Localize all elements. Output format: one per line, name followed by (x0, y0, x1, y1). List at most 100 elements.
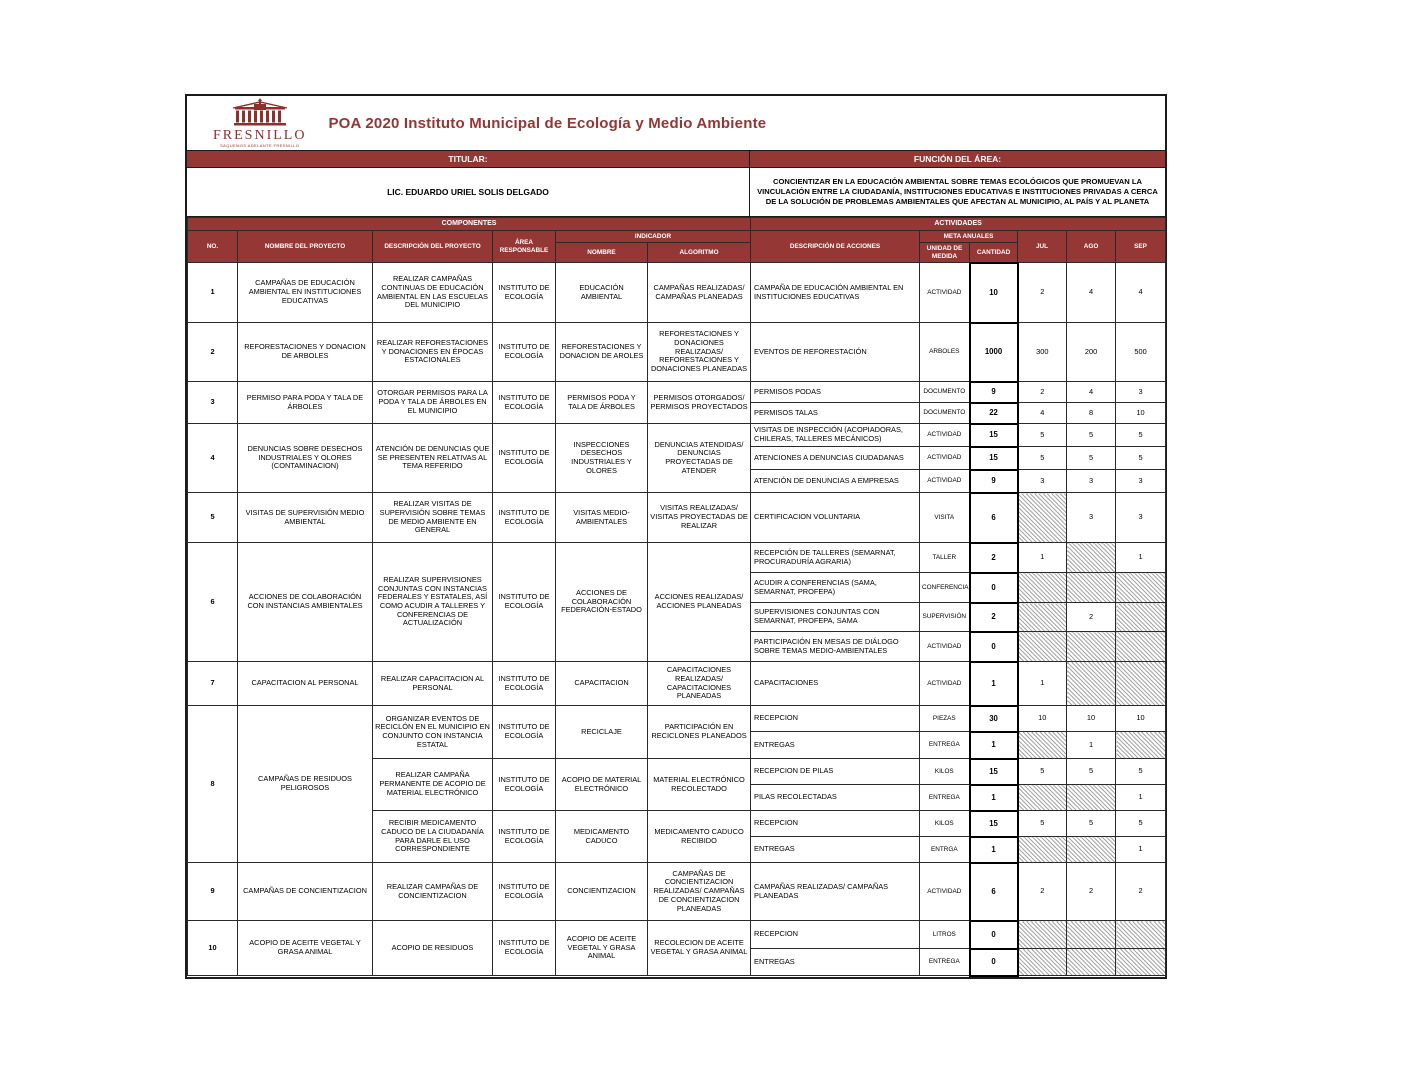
project-description-cell: ORGANIZAR EVENTOS DE RECICLÓN EN EL MUNI… (372, 705, 493, 759)
month-jul-cell: 1 (1017, 542, 1068, 573)
month-sep-cell: 5 (1115, 810, 1167, 837)
month-sep-cell: 3 (1115, 381, 1167, 403)
algorithm-cell: MATERIAL ELECTRÓNICO RECOLECTADO (646, 758, 752, 811)
project-description-cell: REALIZAR CAMPAÑAS CONTINUAS DE EDUCACIÓN… (372, 262, 493, 323)
unit-cell: ACTIVIDAD (919, 469, 971, 493)
month-ago-cell: 3 (1066, 469, 1117, 493)
month-jul-cell: 5 (1017, 758, 1068, 785)
indicator-name-cell: INSPECCIONES DESECHOS INDUSTRIALES Y OLO… (555, 423, 648, 493)
header-month-ago: AGO (1066, 230, 1117, 263)
fresnillo-building-icon (232, 98, 287, 126)
month-ago-cell: 1 (1066, 731, 1117, 759)
month-sep-cell (1115, 731, 1167, 759)
project-name-cell: VISITAS DE SUPERVISIÓN MEDIO AMBIENTAL (237, 492, 373, 543)
action-description-cell: SUPERVISIONES CONJUNTAS CON SEMARNAT, PR… (750, 602, 921, 632)
month-jul-cell (1017, 602, 1068, 632)
fresnillo-tagline: SAQUEMOS ADELANTE FRESNILLO (220, 143, 300, 148)
quantity-cell: 1 (968, 835, 1019, 864)
funcion-text: CONCIENTIZAR EN LA EDUCACIÓN AMBIENTAL S… (757, 177, 1158, 206)
table-row: 4 DENUNCIAS SOBRE DESECHOS INDUSTRIALES Y… (187, 422, 1167, 493)
unit-cell: VISITA (919, 492, 971, 543)
project-number-cell: 10 (187, 920, 238, 976)
project-description-cell: ATENCIÓN DE DENUNCIAS QUE SE PRESENTEN R… (372, 423, 493, 493)
header-indicador-nombre: NOMBRE (555, 242, 648, 263)
project-name-cell: ACOPIO DE ACEITE VEGETAL Y GRASA ANIMAL (237, 920, 373, 976)
quantity-cell: 9 (968, 380, 1019, 404)
month-sep-cell (1115, 631, 1167, 662)
action-description-cell: ACUDIR A CONFERENCIAS (SAMA, SEMARNAT, P… (750, 572, 921, 603)
table-row: 6 ACCIONES DE COLABORACIÓN CON INSTANCIAS… (187, 541, 1167, 662)
action-description-cell: EVENTOS DE REFORESTACIÓN (750, 322, 921, 382)
project-number-cell: 5 (187, 492, 238, 543)
table-body: 1 CAMPAÑAS DE EDUCACIÓN AMBIENTAL EN INST… (187, 261, 1167, 977)
project-name-cell: PERMISO PARA PODA Y TALA DE ÁRBOLES (237, 381, 373, 424)
indicator-name-cell: MEDICAMENTO CADUCO (555, 810, 648, 863)
month-ago-cell: 5 (1066, 446, 1117, 470)
project-name-cell: ACCIONES DE COLABORACIÓN CON INSTANCIAS … (237, 542, 373, 662)
month-ago-cell (1066, 948, 1117, 976)
month-ago-cell: 5 (1066, 423, 1117, 447)
quantity-cell: 0 (968, 947, 1019, 977)
algorithm-cell: CAPACITACIONES REALIZADAS/ CAPACITACIONE… (646, 661, 752, 706)
month-jul-cell (1017, 836, 1068, 863)
project-name-cell: CAMPAÑAS DE EDUCACIÓN AMBIENTAL EN INSTI… (237, 262, 373, 323)
project-name-cell: CAMPAÑAS DE RESIDUOS PELIGROSOS (237, 705, 373, 863)
quantity-cell: 0 (968, 919, 1019, 950)
month-sep-cell: 4 (1115, 262, 1167, 323)
titular-name: LIC. EDUARDO URIEL SOLIS DELGADO (187, 168, 750, 216)
quantity-cell: 22 (968, 401, 1019, 425)
table-row: ATENCIONES A DENUNCIAS CIUDADANAS ACTIVID… (188, 445, 1167, 471)
algorithm-cell: RECOLECION DE ACEITE VEGETAL Y GRASA ANI… (646, 920, 752, 976)
algorithm-cell: ACCIONES REALIZADAS/ ACCIONES PLANEADAS (646, 542, 752, 662)
table-row: RECIBIR MEDICAMENTO CADUCO DE LA CIUDADA… (188, 809, 1167, 863)
project-description-cell: REALIZAR CAMPAÑAS DE CONCIENTIZACION (372, 862, 493, 921)
unit-cell: DOCUMENTO (919, 402, 971, 424)
project-name-cell: DENUNCIAS SOBRE DESECHOS INDUSTRIALES Y … (237, 423, 373, 493)
funcion-header: FUNCIÓN DEL ÁREA: (750, 151, 1165, 167)
project-number-cell: 4 (187, 423, 238, 493)
algorithm-cell: VISITAS REALIZADAS/ VISITAS PROYECTADAS … (646, 492, 752, 543)
algorithm-cell: REFORESTACIONES Y DONACIONES REALIZADAS/… (646, 322, 752, 382)
table-row: 10 ACOPIO DE ACEITE VEGETAL Y GRASA ANIMA… (187, 919, 1167, 976)
month-ago-cell (1066, 836, 1117, 863)
project-name-cell: CAMPAÑAS DE CONCIENTIZACION (237, 862, 373, 921)
table-row: ENTREGAS ENTREGA 0 (188, 947, 1167, 977)
action-description-cell: RECEPCION DE PILAS (750, 758, 921, 785)
area-cell: INSTITUTO DE ECOLOGÍA (492, 810, 556, 863)
month-jul-cell (1017, 731, 1068, 759)
unit-cell: TALLER (919, 542, 971, 573)
unit-cell: ACTIVIDAD (919, 862, 971, 921)
titular-funcion-row: LIC. EDUARDO URIEL SOLIS DELGADO CONCIEN… (187, 168, 1165, 217)
project-name-cell: CAPACITACION AL PERSONAL (237, 661, 373, 706)
month-jul-cell: 5 (1017, 423, 1068, 447)
month-ago-cell (1066, 542, 1117, 573)
unit-cell: ENTREGA (919, 731, 971, 759)
action-description-cell: CAPACITACIONES (750, 661, 921, 706)
indicator-name-cell: PERMISOS PODA Y TALA DE ÁRBOLES (555, 381, 648, 424)
indicator-name-cell: CAPACITACION (555, 661, 648, 706)
month-jul-cell: 4 (1017, 402, 1068, 424)
indicator-name-cell: EDUCACIÓN AMBIENTAL (555, 262, 648, 323)
quantity-cell: 1 (968, 783, 1019, 812)
area-cell: INSTITUTO DE ECOLOGÍA (492, 492, 556, 543)
month-ago-cell: 200 (1066, 322, 1117, 382)
table-row: 2 REFORESTACIONES Y DONACION DE ARBOLES RE… (187, 321, 1167, 383)
month-jul-cell (1017, 631, 1068, 662)
area-cell: INSTITUTO DE ECOLOGÍA (492, 322, 556, 382)
project-description-cell: REALIZAR CAPACITACION AL PERSONAL (372, 661, 493, 706)
month-sep-cell (1115, 602, 1167, 632)
header-descripcion-acciones: DESCRIPCIÓN DE ACCIONES (750, 230, 921, 263)
month-sep-cell: 3 (1115, 492, 1167, 543)
quantity-cell: 0 (968, 630, 1019, 663)
project-description-cell: RECIBIR MEDICAMENTO CADUCO DE LA CIUDADA… (372, 810, 493, 863)
table-row: 5 VISITAS DE SUPERVISIÓN MEDIO AMBIENTAL R… (187, 491, 1167, 544)
project-number-cell: 6 (187, 542, 238, 662)
quantity-cell: 15 (968, 422, 1019, 448)
month-sep-cell (1115, 948, 1167, 976)
table-row: ATENCIÓN DE DENUNCIAS A EMPRESAS ACTIVIDA… (188, 468, 1167, 494)
table-row: REALIZAR CAMPAÑA PERMANENTE DE ACOPIO DE… (188, 757, 1167, 811)
month-sep-cell: 2 (1115, 862, 1167, 921)
algorithm-cell: MEDICAMENTO CADUCO RECIBIDO (646, 810, 752, 863)
area-cell: INSTITUTO DE ECOLOGÍA (492, 661, 556, 706)
area-cell: INSTITUTO DE ECOLOGÍA (492, 862, 556, 921)
